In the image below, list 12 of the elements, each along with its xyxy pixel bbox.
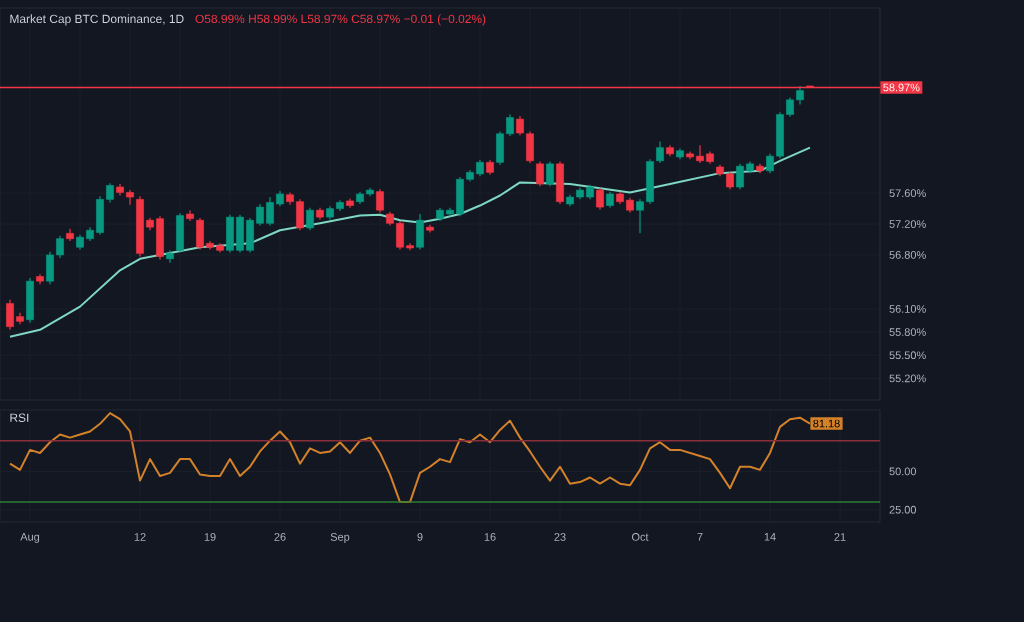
- candlestick: [26, 277, 34, 324]
- candlestick: [306, 207, 314, 231]
- candlestick: [556, 160, 564, 205]
- line-series: [9, 146, 811, 338]
- candlestick: [536, 160, 544, 187]
- candlestick: [596, 187, 604, 210]
- candlestick: [176, 212, 184, 254]
- candlestick: [656, 140, 664, 164]
- candlestick: [376, 188, 384, 214]
- candlestick: [166, 249, 174, 264]
- candlestick: [416, 213, 424, 251]
- candlestick: [546, 160, 554, 187]
